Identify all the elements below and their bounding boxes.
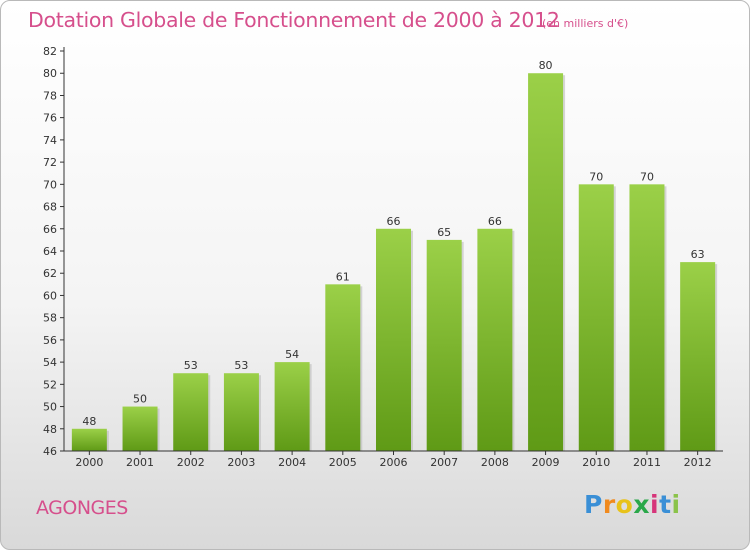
bar-value-label: 70 [589,170,603,183]
y-tick-label: 74 [43,134,57,147]
x-tick-label: 2008 [481,456,509,469]
y-tick-label: 60 [43,289,57,302]
bar-value-label: 53 [234,359,248,372]
x-axis: 2000 2001 2002 2003 2004 2005 2006 2007 2008 2009… [64,450,723,469]
bar [325,284,361,451]
bar [71,428,107,451]
y-tick-label: 78 [43,89,57,102]
y-tick-label: 48 [43,423,57,436]
y-tick-label: 56 [43,334,57,347]
y-tick-label: 64 [43,245,57,258]
y-tick-label: 80 [43,67,57,80]
bar-value-label: 70 [640,170,654,183]
bar-value-label: 66 [488,215,502,228]
logo-letter: i [650,490,660,519]
bar [578,184,614,452]
x-tick-label: 2010 [582,456,610,469]
x-tick-label: 2000 [75,456,103,469]
y-tick-label: 52 [43,378,57,391]
y-tick-label: 68 [43,201,57,214]
y-tick-label: 82 [43,45,57,58]
y-tick-label: 66 [43,223,57,236]
logo-letter: i [671,490,681,519]
x-tick-label: 2003 [227,456,255,469]
y-tick-label: 70 [43,178,57,191]
logo-letter: x [633,490,650,519]
x-tick-label: 2011 [633,456,661,469]
x-tick-label: 2006 [380,456,408,469]
y-tick-label: 62 [43,267,57,280]
x-tick-label: 2007 [430,456,458,469]
bar [223,373,259,451]
commune-name: AGONGES [36,497,128,519]
bar-value-label: 50 [133,393,147,406]
bars: 48 50 53 53 54 61 66 65 66 80 70 70 63 [71,59,718,452]
bar-value-label: 65 [437,226,451,239]
y-tick-label: 50 [43,401,57,414]
bar [173,373,209,451]
logo-letter: t [659,490,672,519]
bar-value-label: 54 [285,348,299,361]
bar [122,406,158,451]
bar [629,184,665,452]
bar [274,362,310,451]
proxiti-logo: Proxiti [584,490,681,519]
bar [680,262,716,451]
logo-letter: P [584,490,603,519]
x-tick-label: 2012 [684,456,712,469]
bar [426,239,462,451]
bar-value-label: 48 [82,415,96,428]
x-tick-label: 2005 [329,456,357,469]
unit-label: (en milliers d'€) [542,17,629,30]
x-tick-label: 2002 [177,456,205,469]
y-axis: 46 48 50 52 54 56 58 60 62 64 66 68 70 72 74 76 78 80 82 [43,45,65,458]
x-tick-label: 2001 [126,456,154,469]
bar [528,73,564,451]
bar-value-label: 61 [336,270,350,283]
bar-value-label: 63 [691,248,705,261]
bar-value-label: 80 [539,59,553,72]
bar [376,228,411,451]
bar-value-label: 53 [184,359,198,372]
y-tick-label: 76 [43,112,57,125]
bar [477,228,513,451]
y-tick-label: 54 [43,356,57,369]
x-tick-label: 2004 [278,456,306,469]
chart-title: Dotation Globale de Fonctionnement de 20… [28,8,560,32]
logo-letter: r [602,490,616,519]
bar-value-label: 66 [387,215,401,228]
y-tick-label: 72 [43,156,57,169]
logo-letter: o [615,490,634,519]
y-tick-label: 58 [43,312,57,325]
y-tick-label: 46 [43,445,57,458]
x-tick-label: 2009 [532,456,560,469]
